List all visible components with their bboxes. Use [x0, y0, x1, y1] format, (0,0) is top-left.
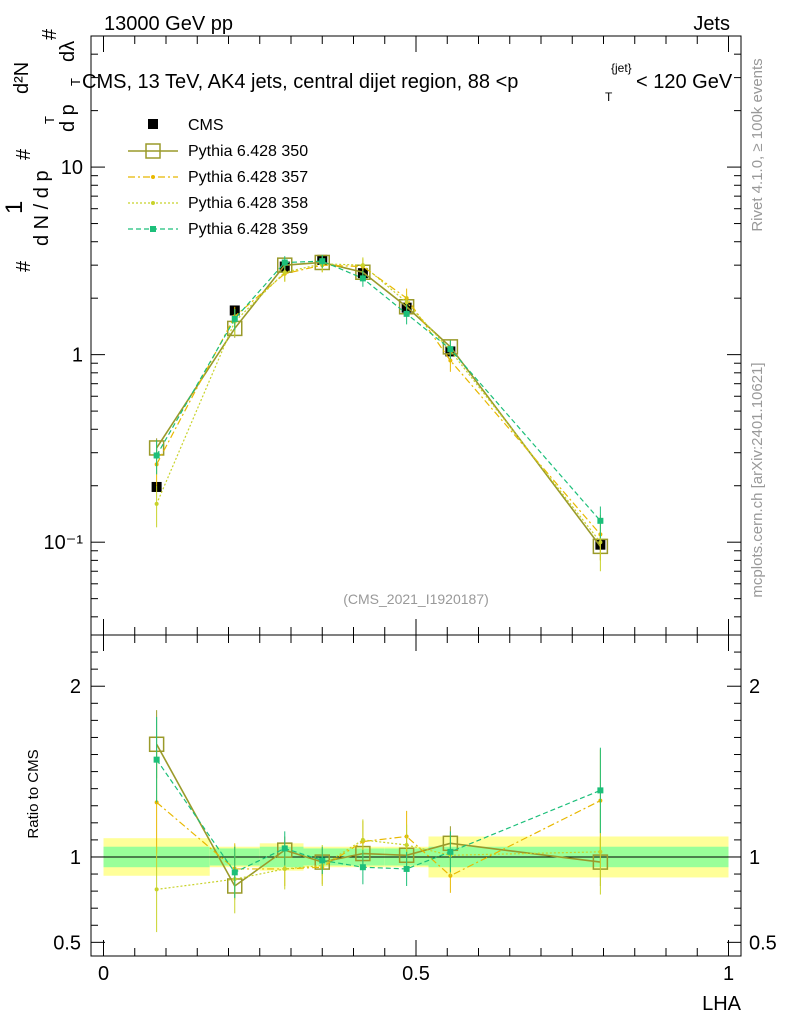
main-ytick-label: 1 — [72, 345, 83, 367]
ratio-point-pythia-6-428-358 — [404, 843, 409, 848]
point-pythia-6-428-359 — [597, 517, 604, 524]
title-sub: T — [605, 90, 613, 104]
legend-item-cms: CMS — [148, 117, 224, 134]
series-pythia-6-428-350 — [148, 254, 609, 561]
rivet-label: Rivet 4.1.0, ≥ 100k events — [749, 58, 766, 231]
point-pythia-6-428-358 — [154, 501, 159, 506]
ratio-point-pythia-6-428-358 — [598, 849, 603, 854]
legend-label-359: Pythia 6.428 359 — [188, 221, 308, 238]
ratio-ytick-label-left: 2 — [70, 676, 81, 698]
category-label: Jets — [693, 13, 730, 35]
ylabel-one: 1 — [1, 201, 28, 214]
ratio-point-pythia-6-428-358 — [360, 837, 365, 842]
ylabel-dp: d p — [57, 104, 79, 132]
ratio-point-pythia-6-428-358 — [154, 887, 159, 892]
ratio-ylabel: Ratio to CMS — [25, 749, 42, 838]
ratio-ytick-label-right: 1 — [749, 847, 760, 869]
ylabel-dn: d N / d p — [31, 170, 53, 246]
chart-title: CMS, 13 TeV, AK4 jets, central dijet reg… — [82, 61, 733, 104]
series-line-pythia-6-428-357 — [156, 264, 601, 535]
legend-label-350: Pythia 6.428 350 — [188, 143, 308, 160]
ratio-point-pythia-6-428-359 — [231, 869, 238, 876]
series-cms — [151, 254, 606, 550]
legend-item-359: Pythia 6.428 359 — [128, 221, 308, 238]
point-pythia-6-428-358 — [360, 263, 365, 268]
legend-marker-350 — [145, 143, 161, 159]
ratio-line-pythia-6-428-358 — [156, 839, 601, 891]
legend-marker-357 — [151, 175, 155, 179]
ratio-point-pythia-6-428-359 — [281, 845, 288, 852]
ratio-point-pythia-6-428-359 — [319, 857, 326, 864]
energy-label: 13000 GeV pp — [104, 13, 233, 35]
x-axis-label: LHA — [702, 993, 742, 1015]
series-pythia-6-428-357 — [154, 258, 603, 561]
ratio-point-pythia-6-428-359 — [447, 848, 454, 855]
analysis-id: (CMS_2021_I1920187) — [343, 591, 489, 607]
point-pythia-6-428-359 — [231, 315, 238, 322]
series-pythia-6-428-359 — [153, 254, 604, 539]
ylabel-hash3: # — [39, 28, 61, 40]
legend-label-cms: CMS — [188, 117, 224, 134]
point-pythia-6-428-359 — [359, 275, 366, 282]
ratio-point-pythia-6-428-359 — [597, 787, 604, 794]
ratio-point-pythia-6-428-359 — [153, 756, 160, 763]
xtick-label: 0 — [98, 963, 109, 985]
point-pythia-6-428-359 — [153, 452, 160, 459]
point-pythia-6-428-359 — [403, 310, 410, 317]
ratio-ytick-label-left: 1 — [70, 847, 81, 869]
title-sup: {jet} — [611, 61, 632, 75]
ylabel-d2n: d²N — [11, 62, 33, 94]
legend-marker-358 — [151, 201, 155, 205]
series-line-pythia-6-428-350 — [155, 261, 602, 547]
ylabel-dlam: dλ — [57, 41, 79, 62]
point-pythia-6-428-359 — [281, 259, 288, 266]
point-pythia-6-428-359 — [319, 258, 326, 265]
ylabel-hash2: # — [13, 148, 35, 160]
series-line-pythia-6-428-359 — [156, 260, 601, 522]
xtick-label: 0.5 — [402, 963, 430, 985]
ratio-point-pythia-6-428-359 — [403, 865, 410, 872]
title-main: CMS, 13 TeV, AK4 jets, central dijet reg… — [82, 71, 518, 93]
main-marks — [148, 254, 609, 572]
ratio-line-pythia-6-428-359 — [156, 759, 601, 874]
ratio-series-pythia-6-428-359 — [153, 716, 604, 898]
main-ytick-label: 10 — [61, 157, 83, 179]
ratio-ytick-label-right: 2 — [749, 676, 760, 698]
ratio-frame-border — [90, 634, 742, 957]
point-pythia-6-428-358 — [282, 270, 287, 275]
main-ytick-label: 10⁻¹ — [44, 532, 84, 554]
series-line-pythia-6-428-358 — [156, 263, 601, 543]
ratio-panel: 0.5 0.5 1 1 2 2 0 0.5 1 — [53, 634, 777, 985]
legend-label-358: Pythia 6.428 358 — [188, 195, 308, 212]
legend-item-350: Pythia 6.428 350 — [128, 143, 308, 160]
ratio-point-pythia-6-428-358 — [282, 866, 287, 871]
legend-marker-cms — [148, 119, 158, 129]
legend-marker-359 — [150, 226, 156, 232]
legend: CMS Pythia 6.428 350 Pythia 6.428 357 Py… — [128, 117, 308, 238]
ylabel-t2: T — [68, 78, 83, 86]
svg-text:CMS, 13 TeV, AK4 jets, central: CMS, 13 TeV, AK4 jets, central dijet reg… — [82, 71, 518, 93]
ratio-ytick-label-left: 0.5 — [53, 932, 81, 954]
main-ylabel: # 1 d N / d p T # d²N d p T dλ # — [1, 28, 83, 272]
ratio-ytick-label-right: 0.5 — [749, 932, 777, 954]
legend-label-357: Pythia 6.428 357 — [188, 169, 308, 186]
ylabel-t1: T — [42, 116, 57, 124]
xtick-label: 1 — [723, 963, 734, 985]
series-pythia-6-428-358 — [154, 256, 603, 572]
point-pythia-6-428-359 — [447, 346, 454, 353]
ylabel-hash1: # — [13, 260, 35, 272]
legend-item-358: Pythia 6.428 358 — [128, 195, 308, 212]
legend-item-357: Pythia 6.428 357 — [128, 169, 308, 186]
point-pythia-6-428-358 — [598, 540, 603, 545]
ratio-marks — [148, 710, 609, 933]
point-pythia-6-428-358 — [404, 300, 409, 305]
ratio-point-pythia-6-428-359 — [359, 864, 366, 871]
mcplots-label: mcplots.cern.ch [arXiv:2401.10621] — [749, 362, 766, 597]
title-tail: < 120 GeV — [636, 71, 733, 93]
